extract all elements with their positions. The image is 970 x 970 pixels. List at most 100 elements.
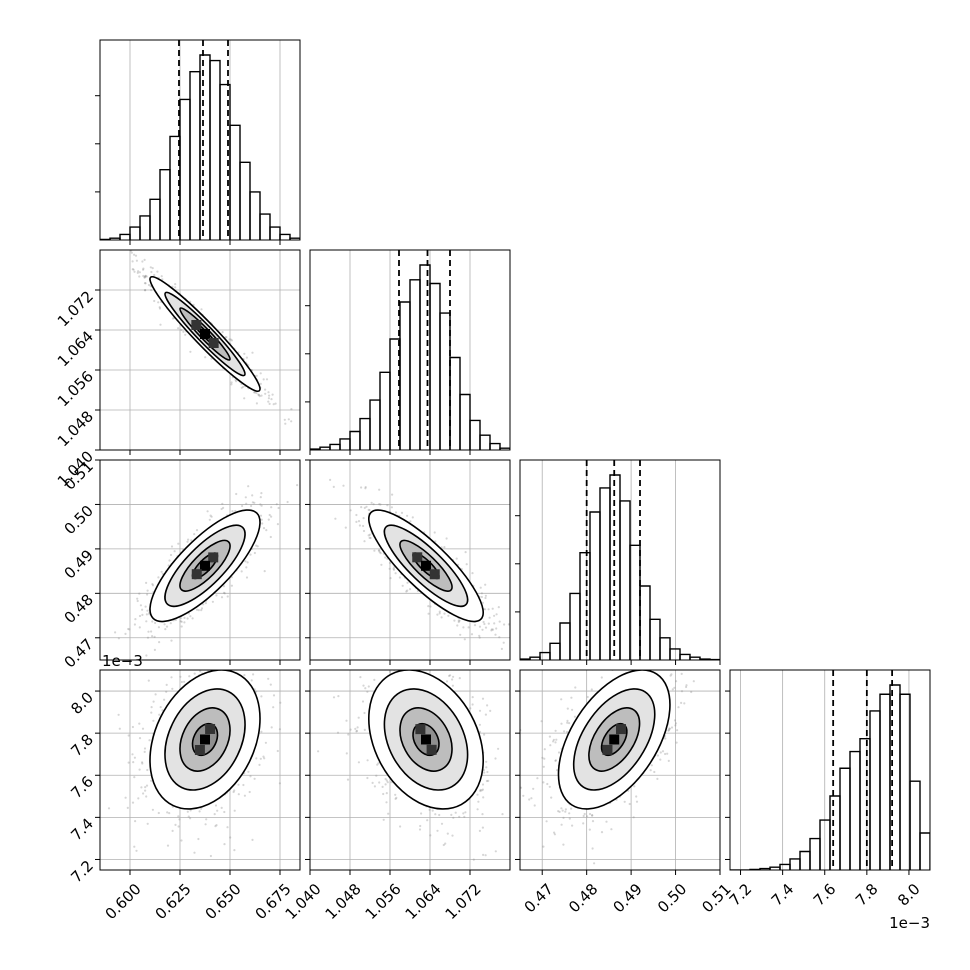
scatter-point [344,526,347,529]
scatter-point [117,713,120,716]
scatter-point [230,664,232,666]
scatter-point [267,400,270,403]
scatter-point [193,672,196,675]
scatter-point [142,792,145,795]
scatter-point [503,623,506,626]
histogram-bar [189,70,201,240]
scatter-point [215,631,217,633]
scatter-point [372,503,375,506]
scatter-point [377,762,380,765]
scatter-point [255,757,258,760]
panel-1-1 [305,249,511,455]
scatter-point [388,670,392,673]
scatter-point [255,402,258,405]
y-tick-label: 8.0 [67,688,97,718]
panel-0-0 [95,39,301,245]
histogram-bar [449,356,461,450]
scatter-point [455,557,458,560]
scatter-point [477,800,480,803]
scatter-point [200,607,204,610]
scatter-point [183,616,186,620]
scatter-point [366,776,369,780]
scatter-point [487,779,490,783]
scatter-point [232,666,234,668]
scatter-point [261,522,264,525]
scatter-point [225,645,227,647]
scatter-point [141,761,144,764]
scatter-point [555,738,558,741]
scatter-point [481,601,484,604]
scatter-point [469,707,472,710]
scatter-point [174,823,177,827]
scatter-point [133,253,136,256]
scatter-point [260,695,263,698]
histogram-bar [179,98,191,240]
scatter-point [495,613,498,616]
histogram-bar [279,233,291,240]
scatter-point [267,518,270,521]
scatter-point [427,612,430,615]
scatter-point [241,504,244,508]
scatter-point [264,649,266,651]
scatter-point [362,529,366,533]
scatter-point [582,814,585,818]
scatter-point [249,553,252,556]
scatter-point [178,818,181,821]
scatter-point [436,829,439,832]
scatter-point [214,825,217,828]
scatter-point [268,513,271,517]
scatter-point [290,408,293,411]
scatter-point [489,709,492,713]
scatter-point [253,501,256,504]
histogram-bar [119,233,131,240]
scatter-point [124,632,127,636]
histogram-bar [619,500,631,660]
scatter-point [452,816,455,819]
scatter-point [382,792,385,796]
scatter-point [213,813,216,816]
scatter-point [146,636,150,639]
scatter-point [271,393,274,396]
scatter-point [464,551,467,554]
panel-frame [309,669,511,871]
scatter-point [138,592,141,595]
scatter-point [516,759,518,761]
scatter-point [373,549,376,552]
scatter-point [131,268,134,271]
scatter-point [107,807,111,810]
scatter-point [371,781,374,785]
scatter-point [446,832,449,835]
scatter-point [177,825,180,828]
scatter-point [149,266,152,269]
scatter-point [143,289,147,292]
density-cell [205,723,216,734]
scatter-point [270,515,273,518]
scatter-point [222,591,226,595]
scatter-point [257,393,261,397]
scatter-point [478,829,481,833]
scatter-point [177,327,180,330]
density-core [191,319,219,349]
scatter-point [145,654,148,657]
scatter-point [133,776,136,779]
scatter-point [179,620,182,623]
scatter-point [478,709,482,712]
scatter-point [488,616,491,619]
histogram-bar [669,648,681,660]
scatter-point [486,770,489,774]
histogram-bar [159,169,171,240]
scatter-point [663,665,665,667]
scatter-point [549,744,552,747]
scatter-point [400,511,404,514]
panel-content [520,665,720,870]
scatter-point [138,614,142,618]
x-tick-label: 0.600 [102,880,145,923]
scatter-point [420,812,423,815]
scatter-point [568,722,571,725]
scatter-point [208,518,211,521]
scatter-point [230,339,233,342]
scatter-point [364,668,366,670]
scatter-point [230,383,233,386]
density-cell [200,560,210,571]
